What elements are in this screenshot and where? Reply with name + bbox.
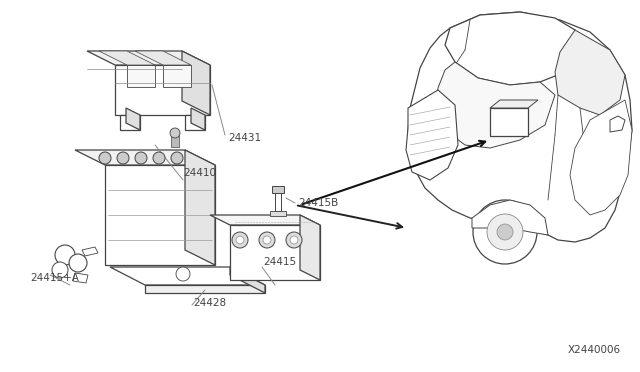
Circle shape	[117, 152, 129, 164]
Polygon shape	[115, 65, 210, 115]
Polygon shape	[300, 215, 320, 280]
Text: 24410: 24410	[183, 168, 216, 178]
Circle shape	[135, 152, 147, 164]
Polygon shape	[230, 267, 265, 293]
Polygon shape	[610, 116, 625, 132]
Polygon shape	[408, 12, 632, 242]
Circle shape	[473, 200, 537, 264]
Polygon shape	[73, 273, 88, 283]
Bar	[490, 108, 528, 136]
Text: 24428: 24428	[193, 298, 226, 308]
Polygon shape	[191, 108, 205, 130]
Polygon shape	[105, 165, 215, 265]
Polygon shape	[570, 100, 632, 215]
Circle shape	[176, 267, 190, 281]
Circle shape	[236, 236, 244, 244]
Circle shape	[497, 224, 513, 240]
Polygon shape	[406, 90, 458, 180]
Polygon shape	[135, 51, 191, 65]
Text: 24415: 24415	[263, 257, 296, 267]
Circle shape	[55, 245, 75, 265]
Polygon shape	[82, 247, 98, 256]
Polygon shape	[87, 51, 210, 65]
Polygon shape	[555, 30, 625, 115]
Text: X2440006: X2440006	[568, 345, 621, 355]
Bar	[275, 193, 281, 211]
Polygon shape	[472, 200, 548, 235]
Circle shape	[69, 254, 87, 272]
Polygon shape	[185, 150, 215, 265]
Bar	[272, 186, 284, 193]
Circle shape	[232, 232, 248, 248]
Text: 24415+A: 24415+A	[30, 273, 79, 283]
Polygon shape	[210, 215, 320, 225]
Polygon shape	[163, 65, 191, 87]
Circle shape	[153, 152, 165, 164]
Circle shape	[263, 236, 271, 244]
Circle shape	[99, 152, 111, 164]
Polygon shape	[182, 51, 210, 115]
Polygon shape	[145, 285, 265, 293]
Polygon shape	[185, 115, 205, 130]
Circle shape	[286, 232, 302, 248]
Circle shape	[170, 128, 180, 138]
Polygon shape	[99, 51, 155, 65]
Text: 24431: 24431	[228, 133, 261, 143]
Bar	[270, 211, 286, 216]
Text: 24415B: 24415B	[298, 198, 339, 208]
Polygon shape	[435, 62, 555, 148]
Polygon shape	[490, 100, 538, 108]
Circle shape	[52, 262, 68, 278]
Circle shape	[259, 232, 275, 248]
Polygon shape	[120, 115, 140, 130]
Polygon shape	[126, 108, 140, 130]
Polygon shape	[110, 267, 265, 285]
Circle shape	[171, 152, 183, 164]
Polygon shape	[445, 12, 580, 85]
Polygon shape	[230, 225, 320, 280]
Circle shape	[290, 236, 298, 244]
Circle shape	[487, 214, 523, 250]
Bar	[171, 133, 179, 147]
Polygon shape	[75, 150, 215, 165]
Polygon shape	[127, 65, 155, 87]
